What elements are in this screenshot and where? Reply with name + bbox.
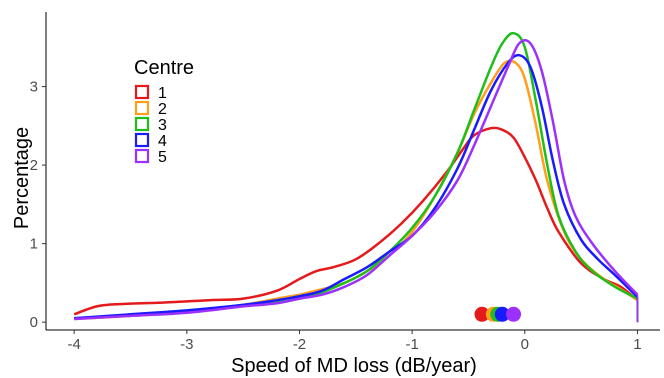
legend-label-3: 3 xyxy=(158,117,167,134)
y-tick-label: 2 xyxy=(30,157,38,174)
legend-label-5: 5 xyxy=(158,149,167,166)
legend-title: Centre xyxy=(134,57,194,79)
mean-marker-4 xyxy=(494,306,510,322)
x-tick-label: -4 xyxy=(67,336,80,353)
x-axis-title: Speed of MD loss (dB/year) xyxy=(231,355,477,377)
y-tick-label: 1 xyxy=(30,236,38,253)
y-axis-title: Percentage xyxy=(11,127,33,229)
series-line-1 xyxy=(73,126,639,316)
legend-key-2 xyxy=(134,100,150,116)
legend-key-1 xyxy=(134,84,150,100)
x-tick-label: 1 xyxy=(633,336,641,353)
series-line-5 xyxy=(74,38,639,321)
legend-key-4 xyxy=(134,132,150,148)
legend-label-1: 1 xyxy=(158,85,167,102)
mean-marker-5 xyxy=(506,306,522,322)
series-layer xyxy=(73,31,639,323)
x-tick-label: -1 xyxy=(405,336,418,353)
y-tick-label: 0 xyxy=(30,314,38,331)
x-tick-label: 0 xyxy=(521,336,529,353)
mean-markers xyxy=(474,306,522,322)
legend-label-2: 2 xyxy=(158,101,167,118)
mean-marker-1 xyxy=(474,306,490,322)
y-tick-label: 3 xyxy=(30,79,38,96)
x-tick-label: -2 xyxy=(293,336,306,353)
series-line-4 xyxy=(74,53,639,320)
legend-key-5 xyxy=(134,148,150,164)
x-tick-label: -3 xyxy=(180,336,193,353)
legend-key-3 xyxy=(134,116,150,132)
legend-label-4: 4 xyxy=(158,133,167,150)
